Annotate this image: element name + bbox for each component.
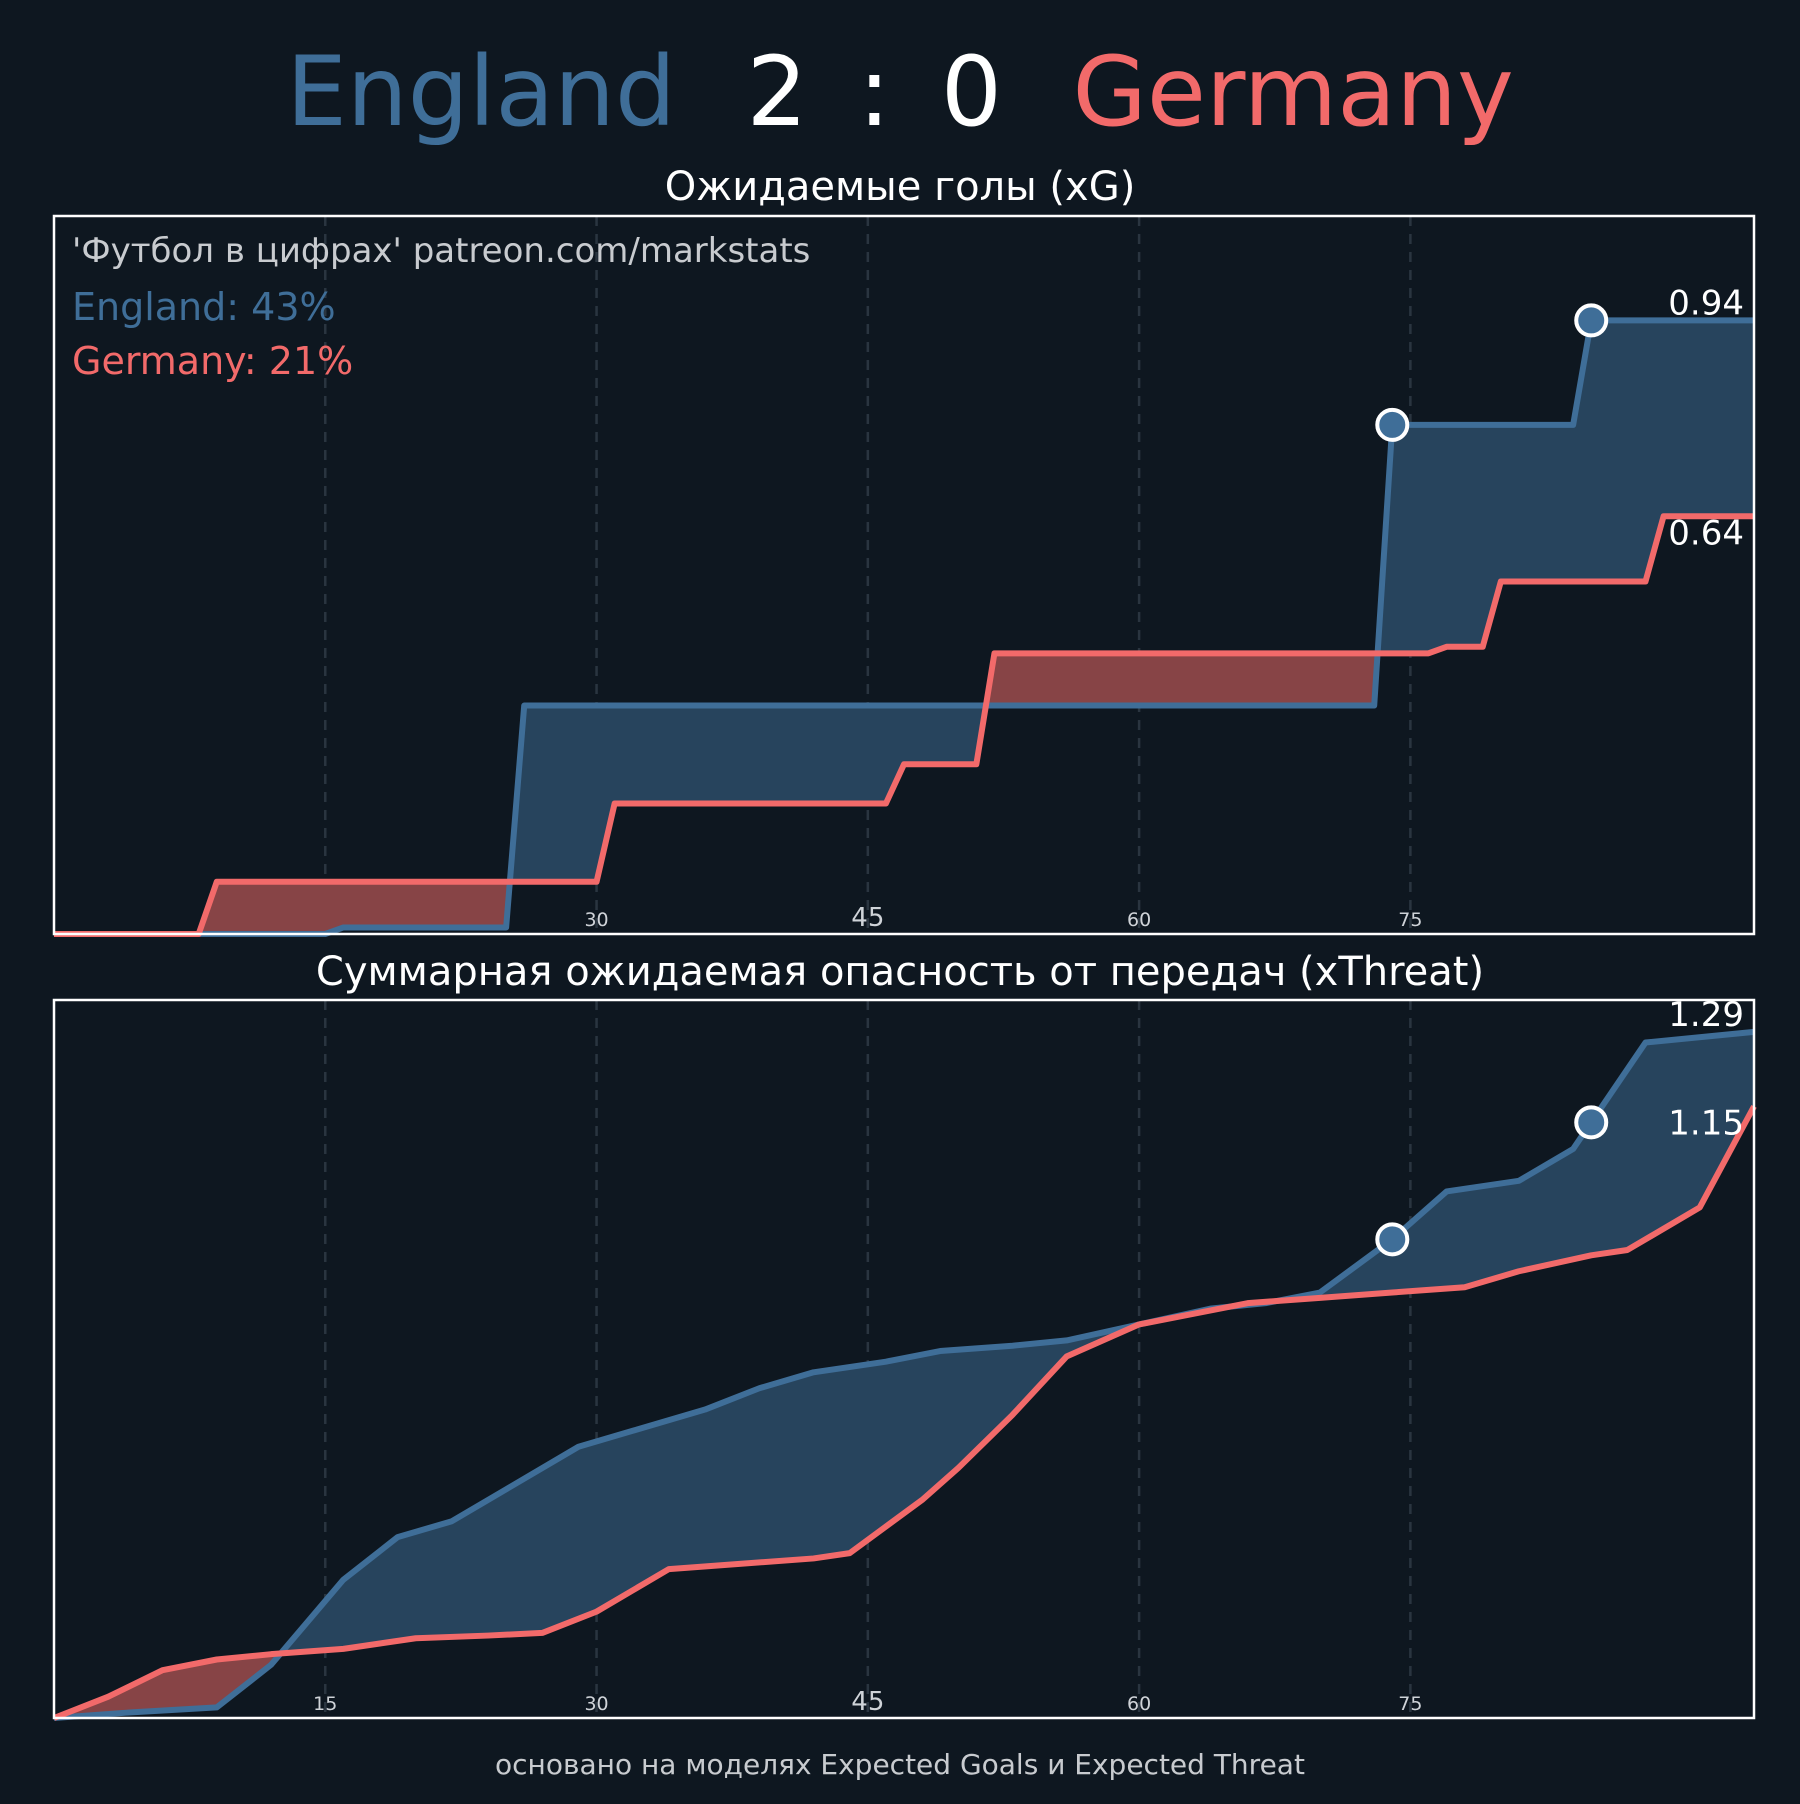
x-tick-label: 45: [851, 903, 884, 933]
legend-england: England: 43%: [72, 285, 336, 329]
germany-end-value: 1.15: [1668, 1103, 1744, 1143]
x-tick-label: 30: [584, 1693, 608, 1715]
xthreat-chart-title: Суммарная ожидаемая опасность от передач…: [316, 949, 1484, 995]
england-lead-area: [1378, 320, 1754, 653]
x-tick-label: 60: [1127, 1693, 1151, 1715]
x-tick-label: 75: [1398, 1693, 1422, 1715]
x-tick-label: 75: [1398, 909, 1422, 931]
xg-chart-title: Ожидаемые голы (xG): [665, 164, 1136, 210]
england-lead-area: [281, 1307, 1230, 1654]
goal-marker: [1576, 1107, 1606, 1137]
away-score: 0: [941, 36, 1002, 148]
germany-end-value: 0.64: [1668, 513, 1744, 553]
x-tick-label: 30: [584, 909, 608, 931]
x-tick-label: 15: [313, 1693, 337, 1715]
england-line: [54, 320, 1754, 934]
legend-germany: Germany: 21%: [72, 339, 353, 383]
england-lead-area: [511, 703, 987, 882]
score-separator: :: [858, 36, 890, 148]
x-tick-label: 60: [1127, 909, 1151, 931]
england-lead-area: [1277, 1032, 1754, 1301]
chart-annotation: 'Футбол в цифрах' patreon.com/markstats: [72, 231, 810, 271]
match-header: England 2 : 0 Germany: [286, 36, 1514, 148]
goal-marker: [1576, 305, 1606, 335]
germany-lead-area: [986, 649, 1378, 705]
goal-marker: [1377, 1224, 1407, 1254]
away-team-name: Germany: [1073, 36, 1514, 148]
england-end-value: 0.94: [1668, 283, 1744, 323]
goal-marker: [1377, 410, 1407, 440]
home-score: 2: [746, 36, 807, 148]
x-tick-label: 45: [851, 1687, 884, 1717]
footer-note: основано на моделях Expected Goals и Exp…: [495, 1748, 1305, 1781]
home-team-name: England: [286, 36, 676, 148]
